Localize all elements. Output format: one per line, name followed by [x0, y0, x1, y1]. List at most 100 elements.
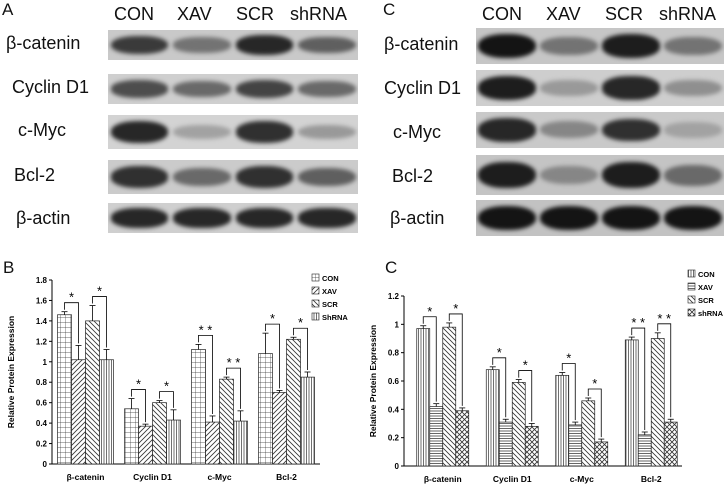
x-tick-label: Bcl-2	[641, 474, 662, 484]
legend-label: XAV	[322, 287, 337, 296]
significance-bracket	[198, 335, 213, 414]
blot-band	[173, 124, 231, 140]
blot-strip	[476, 200, 724, 236]
panel-letter-a: A	[2, 0, 14, 19]
y-tick-label: 0.8	[388, 349, 400, 358]
bar-chart-right: 0 0.2 0.4 0.6 0.8 1 1.2 Relative Protein Expres…	[368, 269, 724, 484]
bar	[555, 374, 570, 467]
lane-label-scr: SCR	[236, 4, 275, 24]
bar	[455, 410, 470, 467]
blot-band	[664, 122, 722, 138]
blot-band	[540, 36, 598, 56]
significance-mark: * *	[227, 355, 241, 370]
bar	[624, 339, 639, 467]
blot-band	[235, 80, 293, 98]
legend-label: CON	[322, 274, 339, 283]
lane-label-shrna: shRNA	[659, 4, 717, 24]
y-tick-label: 0.4	[388, 405, 400, 414]
blot-row-label: c-Myc	[393, 122, 441, 142]
blot-row-label: β-actin	[390, 208, 445, 228]
significance-bracket	[265, 323, 280, 389]
significance-bracket	[131, 389, 146, 423]
blot-strip	[476, 70, 724, 106]
legend-label: ShRNA	[322, 313, 348, 322]
x-tick-label: β-catenin	[424, 474, 462, 484]
blot-band	[235, 35, 293, 55]
bar	[258, 353, 273, 465]
significance-bracket	[293, 327, 308, 370]
blot-band	[478, 118, 536, 142]
lane-label-xav: XAV	[546, 4, 581, 24]
y-tick-label: 0.8	[36, 378, 48, 387]
blot-band	[298, 124, 356, 140]
blot-strip	[108, 115, 358, 149]
significance-mark: *	[270, 311, 275, 326]
bar	[219, 378, 234, 465]
blot-band	[664, 36, 722, 56]
bar	[442, 326, 457, 467]
legend-swatch	[311, 286, 320, 295]
blot-strip	[108, 74, 358, 104]
y-tick-label: 0.6	[388, 377, 400, 386]
bar	[286, 338, 301, 465]
legend-swatch	[311, 312, 320, 321]
blot-band	[602, 118, 660, 142]
bar-chart-left: 0 0.2 0.4 0.6 0.8 1 1.2 1.4 1.6 1.8 Relative Prote…	[6, 273, 348, 482]
significance-mark: *	[497, 345, 502, 360]
blot-band	[173, 37, 231, 53]
y-tick-label: 0.2	[36, 440, 48, 449]
significance-mark: *	[164, 379, 169, 394]
y-tick-label: 0.4	[36, 419, 48, 428]
blot-band	[664, 164, 722, 186]
blot-strip	[108, 160, 358, 194]
blot-row-label: c-Myc	[18, 120, 66, 140]
bar	[71, 359, 86, 465]
blot-band	[602, 205, 660, 231]
significance-mark: * *	[657, 311, 671, 326]
blot-row-label: Bcl-2	[14, 165, 56, 185]
bar	[191, 349, 206, 465]
significance-mark: *	[566, 351, 571, 366]
legend-swatch	[687, 269, 696, 278]
significance-mark: *	[523, 358, 528, 373]
blot-strip	[476, 112, 724, 148]
blot-band	[540, 80, 598, 96]
x-tick-label: c-Myc	[570, 474, 594, 484]
bar	[124, 408, 139, 465]
bar	[152, 402, 167, 465]
y-tick-label: 1.6	[36, 296, 48, 305]
significance-mark: * *	[631, 315, 645, 330]
blot-row-label: β-catenin	[6, 33, 81, 53]
significance-bracket	[226, 367, 241, 409]
y-tick-label: 0.6	[36, 399, 48, 408]
x-tick-label: Cyclin D1	[493, 474, 532, 484]
blot-band	[540, 165, 598, 185]
y-tick-label: 0.2	[388, 434, 400, 443]
y-tick-label: 1	[43, 358, 48, 367]
legend-swatch	[687, 308, 696, 317]
significance-mark: *	[592, 376, 597, 391]
blot-strip	[108, 203, 358, 233]
significance-mark: * *	[199, 322, 213, 337]
blot-band	[110, 208, 168, 228]
legend-swatch	[687, 295, 696, 304]
bar	[581, 400, 596, 467]
blot-row-label: β-catenin	[384, 34, 459, 54]
blot-band	[173, 208, 231, 228]
bar	[57, 314, 72, 465]
blot-band	[235, 121, 293, 143]
legend-swatch	[687, 282, 696, 291]
y-axis-label: Relative Protein Expression	[6, 316, 16, 428]
significance-bracket	[631, 327, 646, 430]
bar	[272, 392, 287, 465]
bar	[485, 369, 500, 467]
lane-label-con: CON	[482, 4, 522, 24]
blot-band	[478, 161, 536, 189]
blot-row-label: Cyclin D1	[12, 77, 90, 97]
blot-band	[235, 166, 293, 188]
bar	[233, 420, 248, 465]
lane-label-xav: XAV	[177, 4, 212, 24]
legend-swatch	[311, 273, 320, 282]
blot-band	[540, 121, 598, 139]
significance-bracket	[561, 363, 576, 421]
